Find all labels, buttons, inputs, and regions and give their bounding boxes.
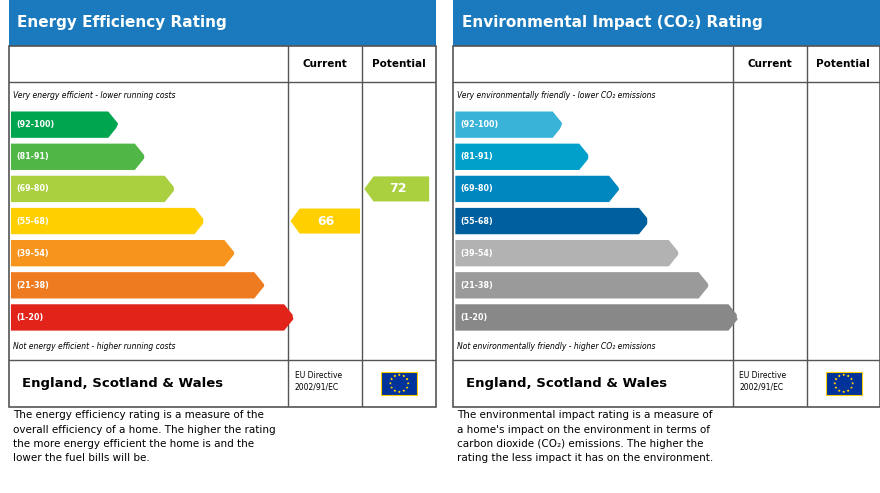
Text: E: E xyxy=(677,246,686,260)
Polygon shape xyxy=(455,208,649,234)
Polygon shape xyxy=(402,374,406,377)
Text: (1-20): (1-20) xyxy=(460,313,488,322)
Polygon shape xyxy=(834,386,838,389)
Text: (81-91): (81-91) xyxy=(460,152,493,161)
Text: 66: 66 xyxy=(318,214,334,228)
Polygon shape xyxy=(455,272,709,298)
Bar xyxy=(826,372,862,395)
Polygon shape xyxy=(406,386,408,389)
Bar xyxy=(382,372,417,395)
Polygon shape xyxy=(389,382,392,385)
Text: (21-38): (21-38) xyxy=(16,281,49,290)
Polygon shape xyxy=(402,389,406,392)
Polygon shape xyxy=(406,378,408,380)
Polygon shape xyxy=(833,382,836,385)
Polygon shape xyxy=(842,390,846,393)
Text: Environmental Impact (CO₂) Rating: Environmental Impact (CO₂) Rating xyxy=(462,15,762,30)
Polygon shape xyxy=(850,378,853,380)
Polygon shape xyxy=(850,386,853,389)
Text: (55-68): (55-68) xyxy=(16,216,48,226)
Text: EU Directive
2002/91/EC: EU Directive 2002/91/EC xyxy=(295,371,342,392)
Polygon shape xyxy=(11,240,235,266)
Polygon shape xyxy=(398,390,401,393)
Polygon shape xyxy=(455,111,563,138)
Polygon shape xyxy=(398,373,401,376)
Text: D: D xyxy=(646,214,657,228)
Text: The environmental impact rating is a measure of
a home's impact on the environme: The environmental impact rating is a mea… xyxy=(458,410,714,463)
Text: A: A xyxy=(116,118,127,132)
Text: (55-68): (55-68) xyxy=(460,216,493,226)
Polygon shape xyxy=(390,378,393,380)
Text: (92-100): (92-100) xyxy=(16,120,55,129)
Text: Not environmentally friendly - higher CO₂ emissions: Not environmentally friendly - higher CO… xyxy=(458,342,656,351)
Text: Not energy efficient - higher running costs: Not energy efficient - higher running co… xyxy=(13,342,176,351)
Bar xyxy=(453,45,880,407)
Polygon shape xyxy=(455,176,620,202)
Text: Potential: Potential xyxy=(372,59,426,69)
Text: England, Scotland & Wales: England, Scotland & Wales xyxy=(22,377,223,390)
Text: Energy Efficiency Rating: Energy Efficiency Rating xyxy=(18,15,227,30)
Text: E: E xyxy=(232,246,242,260)
Text: F: F xyxy=(707,279,716,292)
Bar xyxy=(453,0,880,45)
Text: C: C xyxy=(172,182,183,196)
Bar xyxy=(9,0,436,45)
Text: B: B xyxy=(587,150,598,164)
Polygon shape xyxy=(455,143,590,170)
Text: England, Scotland & Wales: England, Scotland & Wales xyxy=(466,377,667,390)
Polygon shape xyxy=(851,382,854,385)
Text: (69-80): (69-80) xyxy=(16,184,48,193)
Polygon shape xyxy=(11,176,175,202)
Text: C: C xyxy=(617,182,627,196)
Text: Potential: Potential xyxy=(817,59,870,69)
Polygon shape xyxy=(393,389,396,392)
Text: G: G xyxy=(291,311,303,324)
Text: (39-54): (39-54) xyxy=(460,248,493,258)
Polygon shape xyxy=(455,304,739,331)
Text: The energy efficiency rating is a measure of the
overall efficiency of a home. T: The energy efficiency rating is a measur… xyxy=(13,410,275,463)
Text: A: A xyxy=(561,118,571,132)
Polygon shape xyxy=(455,240,679,266)
Text: F: F xyxy=(262,279,272,292)
Polygon shape xyxy=(390,386,393,389)
Text: (81-91): (81-91) xyxy=(16,152,48,161)
Polygon shape xyxy=(842,373,846,376)
Polygon shape xyxy=(838,389,840,392)
Polygon shape xyxy=(11,143,145,170)
Text: EU Directive
2002/91/EC: EU Directive 2002/91/EC xyxy=(739,371,787,392)
Text: Very energy efficient - lower running costs: Very energy efficient - lower running co… xyxy=(13,91,176,100)
Polygon shape xyxy=(11,304,295,331)
Text: (92-100): (92-100) xyxy=(460,120,499,129)
Text: (21-38): (21-38) xyxy=(460,281,494,290)
Text: Current: Current xyxy=(747,59,792,69)
Text: G: G xyxy=(736,311,747,324)
Polygon shape xyxy=(290,209,360,234)
Text: Current: Current xyxy=(303,59,348,69)
Text: (1-20): (1-20) xyxy=(16,313,43,322)
Text: (39-54): (39-54) xyxy=(16,248,48,258)
Polygon shape xyxy=(407,382,410,385)
Text: (69-80): (69-80) xyxy=(460,184,493,193)
Text: Very environmentally friendly - lower CO₂ emissions: Very environmentally friendly - lower CO… xyxy=(458,91,656,100)
Polygon shape xyxy=(838,374,840,377)
Polygon shape xyxy=(847,374,850,377)
Bar xyxy=(9,45,436,407)
Polygon shape xyxy=(11,272,265,298)
Text: B: B xyxy=(143,150,153,164)
Polygon shape xyxy=(11,111,119,138)
Polygon shape xyxy=(364,176,429,202)
Polygon shape xyxy=(393,374,396,377)
Text: 72: 72 xyxy=(389,182,407,195)
Text: D: D xyxy=(202,214,213,228)
Polygon shape xyxy=(834,378,838,380)
Polygon shape xyxy=(11,208,205,234)
Polygon shape xyxy=(847,389,850,392)
